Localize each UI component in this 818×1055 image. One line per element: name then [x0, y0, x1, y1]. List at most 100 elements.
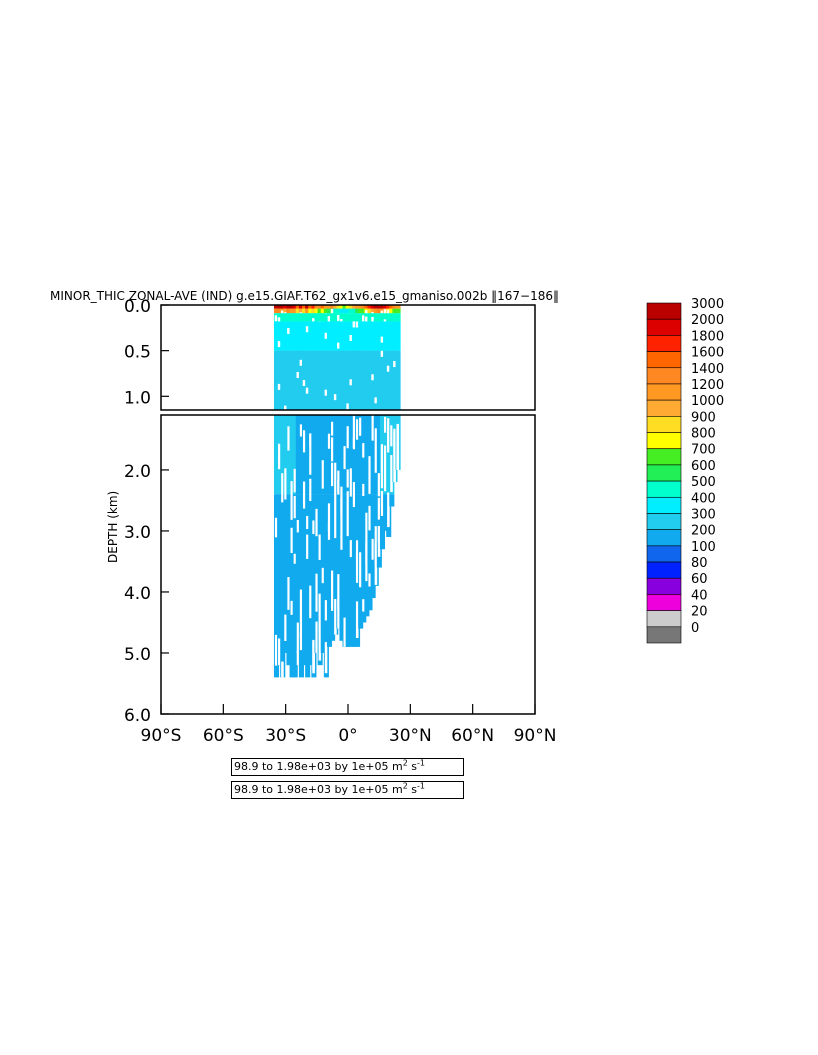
gap-bottom [290, 482, 294, 520]
cell-top [370, 350, 376, 410]
cell-top [333, 321, 339, 351]
cell-bottom-upper [320, 415, 326, 495]
cell-top [308, 321, 314, 351]
cell-top [333, 313, 339, 322]
cell-top [361, 321, 367, 351]
gap-top [296, 372, 300, 379]
cell-bottom-deep [348, 494, 354, 647]
colorbar-label: 100 [691, 540, 716, 555]
cell-bottom-deep [311, 494, 317, 678]
cell-top [355, 305, 361, 309]
gap-top [352, 321, 356, 328]
cell-top [358, 308, 364, 314]
cell-top [305, 321, 311, 351]
cell-top [342, 305, 348, 309]
cell-top [373, 350, 379, 410]
gap-bottom [296, 650, 300, 666]
cell-top [386, 350, 392, 410]
cell-top [355, 321, 361, 351]
gap-bottom [374, 541, 378, 585]
info-suffix-1: s [407, 760, 418, 773]
cell-top [292, 321, 298, 351]
cell-bottom-deep [389, 494, 395, 507]
cell-top [389, 313, 395, 322]
x-tick-label: 60°S [203, 726, 244, 746]
cell-top [295, 313, 301, 322]
colorbar: 3000200018001600140012001000900800700600… [646, 297, 724, 644]
gap-bottom [281, 473, 284, 503]
gap-bottom [278, 443, 281, 470]
cell-bottom-upper [283, 415, 289, 495]
gap-top [305, 326, 309, 333]
colorbar-swatch [646, 432, 682, 450]
cell-bottom-upper [367, 415, 373, 495]
cell-top [395, 350, 401, 410]
cell-top [298, 313, 304, 322]
gap-bottom [312, 520, 315, 535]
gap-top [327, 316, 331, 323]
gap-bottom [343, 446, 347, 470]
cell-top [273, 305, 280, 309]
gap-bottom [315, 573, 319, 612]
colorbar-label: 700 [691, 443, 716, 458]
bottom-panel [273, 415, 401, 678]
cell-bottom-deep [379, 494, 386, 550]
cell-top [376, 350, 382, 410]
gap-bottom [315, 508, 319, 537]
cell-top [308, 308, 314, 314]
cell-top [323, 313, 329, 322]
gap-bottom [327, 433, 331, 449]
gap-top [284, 405, 287, 412]
gap-bottom [393, 465, 396, 483]
gap-top [380, 336, 384, 343]
cell-top [389, 305, 395, 309]
cell-top [392, 305, 398, 309]
cell-bottom-upper [370, 415, 376, 495]
contour-info-box-2: 98.9 to 1.98e+03 by 1e+05 m2 s-1 [231, 781, 464, 799]
cell-top [379, 350, 386, 410]
x-tick-label: 30°S [265, 726, 306, 746]
cell-bottom-upper [305, 415, 311, 495]
cell-top [376, 313, 382, 322]
gap-bottom [383, 445, 387, 492]
cell-top [339, 313, 345, 322]
gap-bottom [365, 512, 368, 555]
cell-bottom-deep [323, 494, 329, 678]
gap-bottom [340, 498, 343, 538]
gap-bottom [318, 593, 322, 632]
cell-top [280, 305, 286, 309]
colorbar-swatch [646, 318, 682, 336]
cell-top [317, 305, 323, 309]
cell-top [273, 321, 280, 351]
cell-top [320, 350, 326, 410]
gap-bottom [383, 416, 387, 433]
cell-top [373, 313, 379, 322]
cell-top [364, 321, 370, 351]
gap-bottom [368, 505, 371, 531]
gap-bottom [309, 434, 312, 447]
gap-bottom [359, 552, 362, 588]
cell-top [386, 313, 392, 322]
y-tick-label-bottom: 4.0 [124, 584, 151, 604]
cell-top [292, 305, 298, 309]
gap-top [287, 327, 290, 334]
gap-top [393, 361, 396, 368]
gap-bottom [299, 622, 303, 639]
cell-top [317, 321, 323, 351]
y-tick-label-bottom: 6.0 [124, 706, 151, 726]
colorbar-label: 0 [691, 621, 699, 636]
gap-bottom [352, 436, 356, 450]
cell-bottom-upper [351, 415, 357, 495]
cell-bottom-deep [317, 494, 323, 666]
cell-top [361, 308, 367, 314]
gap-bottom [274, 517, 278, 538]
cell-top [280, 321, 286, 351]
gap-bottom [284, 468, 287, 500]
cell-bottom-upper [389, 415, 395, 495]
cell-bottom-upper [358, 415, 364, 495]
gap-top [305, 387, 309, 394]
cell-top [283, 350, 289, 410]
colorbar-label: 40 [691, 588, 708, 603]
cell-top [277, 308, 283, 314]
cell-top [330, 313, 336, 322]
